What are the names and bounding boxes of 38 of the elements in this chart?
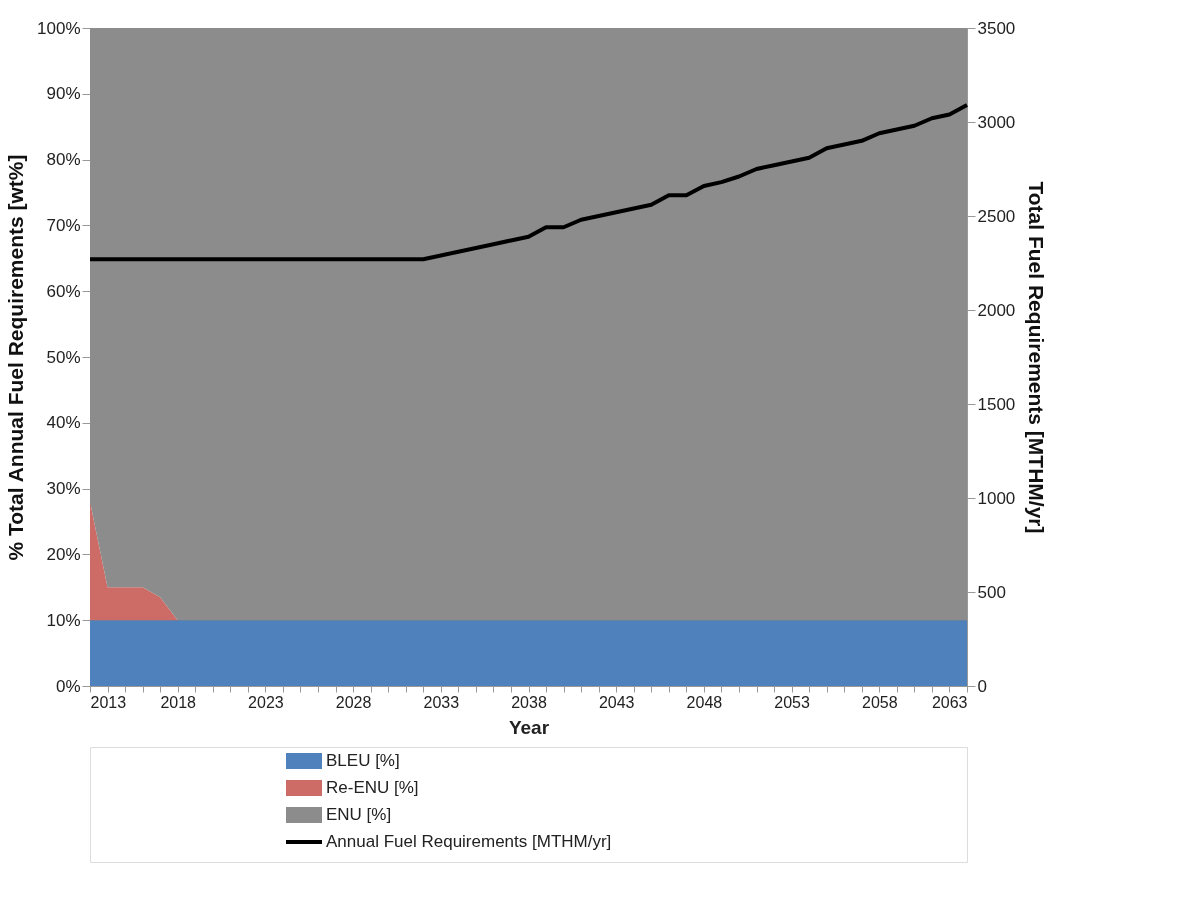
y-tick-label: 80% [46, 150, 81, 170]
line-series [88, 103, 969, 262]
x-tick-label: 2058 [862, 693, 898, 711]
y-axis-title: % Total Annual Fuel Requirements [wt%] [4, 154, 28, 561]
y-tick-label: 70% [46, 215, 81, 235]
y2-tick-label: 2500 [977, 206, 1016, 226]
y-tick-label: 100% [37, 18, 81, 38]
y-tick-label: 30% [46, 479, 81, 499]
y-tick-label: 60% [46, 281, 81, 301]
x-tick-label: 2043 [598, 693, 635, 711]
y-tick-label: 40% [46, 413, 81, 433]
x-tick-label: 2063 [931, 693, 968, 711]
x-axis-title: Year [508, 716, 550, 738]
y-tick-label: 0% [55, 676, 81, 696]
x-tick-label: 2023 [248, 693, 284, 711]
y2-tick-label: 500 [977, 582, 1006, 602]
y-tick-label: 90% [46, 84, 81, 104]
x-tick-label: 2053 [774, 693, 810, 711]
y2-tick-label: 0 [977, 676, 987, 696]
y-tick-label: 20% [46, 544, 81, 564]
x-tick-label: 2038 [511, 693, 547, 711]
legend-label: Annual Fuel Requirements [MTHM/yr] [326, 832, 612, 851]
legend-label: ENU [%] [326, 805, 392, 824]
y2-tick-label: 3000 [977, 112, 1016, 132]
y2-axis-title: Total Fuel Requirements [MTHM/yr] [1025, 181, 1049, 534]
y2-tick-label: 1000 [977, 488, 1016, 508]
x-tick-label: 2013 [90, 693, 127, 711]
y-tick-label: 10% [46, 610, 81, 630]
legend-label: Re-ENU [%] [326, 778, 419, 797]
x-tick-label: 2028 [335, 693, 372, 711]
y-tick-label: 50% [46, 347, 81, 367]
x-tick-label: 2048 [686, 693, 723, 711]
y2-tick-label: 1500 [977, 394, 1016, 414]
y2-tick-label: 2000 [977, 300, 1016, 320]
legend-label: BLEU [%] [326, 751, 400, 770]
x-tick-label: 2033 [423, 693, 460, 711]
x-tick-label: 2018 [160, 693, 197, 711]
y2-tick-label: 3500 [977, 18, 1016, 38]
